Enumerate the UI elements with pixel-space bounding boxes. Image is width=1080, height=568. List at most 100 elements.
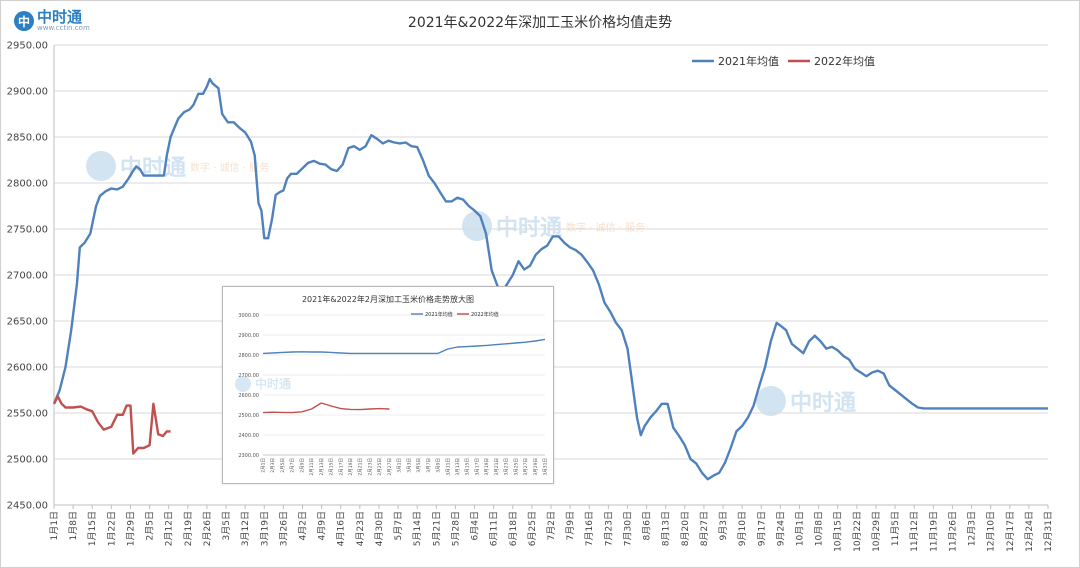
legend-label: 2021年均值 (718, 54, 779, 68)
x-tick-label: 2月19日 (183, 511, 194, 546)
inset-x-tick-label: 3月25日 (513, 458, 519, 476)
inset-y-tick-label: 2700.00 (238, 373, 259, 379)
inset-x-tick-label: 3月3日 (406, 458, 412, 473)
x-tick-label: 11月19日 (928, 511, 939, 552)
x-tick-label: 12月10日 (986, 511, 997, 552)
inset-x-tick-label: 3月17日 (474, 458, 480, 476)
inset-x-tick-label: 3月1日 (397, 458, 403, 473)
x-tick-label: 10月1日 (795, 511, 806, 546)
x-tick-label: 9月24日 (775, 511, 786, 546)
inset-x-tick-label: 2月7日 (290, 458, 296, 473)
inset-x-tick-label: 2月15日 (329, 458, 335, 476)
inset-y-tick-label: 2900.00 (238, 333, 259, 339)
inset-x-tick-label: 2月17日 (338, 458, 344, 476)
x-tick-label: 1月15日 (87, 511, 98, 546)
y-tick-label: 2900.00 (7, 87, 48, 98)
inset-y-tick-label: 2400.00 (238, 433, 259, 439)
series-line-2021 (52, 77, 1048, 481)
x-tick-label: 3月5日 (221, 511, 232, 540)
x-tick-label: 3月26日 (278, 511, 289, 546)
inset-x-tick-label: 2月9日 (299, 458, 305, 473)
inset-x-tick-label: 2月27日 (387, 458, 393, 476)
x-tick-label: 3月12日 (240, 511, 251, 546)
x-tick-label: 12月3日 (967, 511, 978, 546)
inset-x-tick-label: 3月15日 (465, 458, 471, 476)
inset-chart: 2021年&2022年2月深加工玉米价格走势放大图 中时通 3000.00 290… (222, 286, 554, 484)
inset-y-tick-label: 3000.00 (238, 313, 259, 319)
y-tick-label: 2850.00 (7, 133, 48, 144)
x-tick-label: 1月29日 (125, 511, 136, 546)
inset-x-tick-label: 3月27日 (523, 458, 529, 476)
inset-x-tick-label: 3月9日 (436, 458, 442, 473)
x-tick-label: 7月9日 (565, 511, 576, 540)
logo: 中 中时通 www.cctin.com (14, 10, 90, 32)
x-tick-label: 4月9日 (317, 511, 328, 540)
inset-x-tick-label: 3月29日 (533, 458, 539, 476)
x-tick-label: 12月17日 (1005, 511, 1016, 552)
inset-y-tick-label: 2500.00 (238, 413, 259, 419)
inset-x-tick-label: 3月23日 (504, 458, 510, 476)
inset-x-tick-label: 3月11日 (445, 458, 451, 476)
inset-x-tick-label: 3月31日 (543, 458, 549, 476)
y-tick-label: 2650.00 (7, 317, 48, 328)
inset-x-tick-label: 3月13日 (455, 458, 461, 476)
x-tick-label: 8月27日 (699, 511, 710, 546)
x-tick-label: 11月26日 (947, 511, 958, 552)
x-tick-label: 10月29日 (871, 511, 882, 552)
x-tick-label: 1月22日 (106, 511, 117, 546)
x-tick-label: 9月10日 (737, 511, 748, 546)
inset-y-tick-label: 2800.00 (238, 353, 259, 359)
y-tick-label: 2550.00 (7, 409, 48, 420)
x-tick-label: 7月30日 (622, 511, 633, 546)
inset-x-tick-label: 2月1日 (261, 458, 267, 473)
x-tick-label: 2月26日 (202, 511, 213, 546)
y-tick-label: 2950.00 (7, 41, 48, 52)
x-tick-label: 4月2日 (298, 511, 309, 540)
x-tick-label: 11月12日 (909, 511, 920, 552)
x-tick-label: 8月6日 (642, 511, 653, 540)
logo-name: 中时通 (37, 8, 83, 26)
x-tick-label: 7月2日 (546, 511, 557, 540)
inset-x-tick-label: 2月19日 (348, 458, 354, 476)
x-tick-label: 9月3日 (718, 511, 729, 540)
y-tick-label: 2450.00 (7, 501, 48, 512)
inset-x-tick-label: 2月3日 (270, 458, 276, 473)
x-tick-label: 4月30日 (374, 511, 385, 546)
x-tick-label: 6月18日 (508, 511, 519, 546)
x-tick-label: 5月21日 (431, 511, 442, 546)
inset-y-tick-label: 2600.00 (238, 393, 259, 399)
series-line-2022 (52, 395, 171, 455)
inset-x-tick-label: 2月5日 (280, 458, 286, 473)
x-tick-label: 10月15日 (833, 511, 844, 552)
x-tick-label: 5月14日 (412, 511, 423, 546)
x-tick-label: 10月22日 (852, 511, 863, 552)
inset-legend-label: 2022年均值 (471, 311, 499, 318)
x-tick-label: 7月16日 (584, 511, 595, 546)
inset-x-tick-label: 3月19日 (484, 458, 490, 476)
inset-x-tick-label: 3月7日 (426, 458, 432, 473)
logo-icon: 中 (14, 11, 34, 31)
inset-x-tick-label: 2月25日 (377, 458, 383, 476)
x-tick-label: 4月23日 (355, 511, 366, 546)
inset-x-tick-label: 2月23日 (367, 458, 373, 476)
inset-plot: 3000.00 2900.00 2800.00 2700.00 2600.00 2500.… (238, 311, 549, 476)
x-tick-label: 5月7日 (393, 511, 404, 540)
x-tick-label: 11月5日 (890, 511, 901, 546)
y-tick-label: 2600.00 (7, 363, 48, 374)
x-tick-label: 8月13日 (661, 511, 672, 546)
x-tick-label: 5月28日 (450, 511, 461, 546)
y-tick-label: 2750.00 (7, 225, 48, 236)
x-tick-label: 10月8日 (814, 511, 825, 546)
inset-x-tick-label: 3月5日 (416, 458, 422, 473)
x-tick-label: 12月24日 (1024, 511, 1035, 552)
y-tick-label: 2700.00 (7, 271, 48, 282)
y-tick-label: 2800.00 (7, 179, 48, 190)
x-tick-label: 6月11日 (489, 511, 500, 546)
inset-y-tick-label: 2300.00 (238, 453, 259, 459)
inset-x-tick-label: 2月21日 (358, 458, 364, 476)
inset-x-tick-label: 2月13日 (319, 458, 325, 476)
y-tick-label: 2500.00 (7, 455, 48, 466)
x-tick-label: 3月19日 (259, 511, 270, 546)
x-tick-label: 7月23日 (603, 511, 614, 546)
